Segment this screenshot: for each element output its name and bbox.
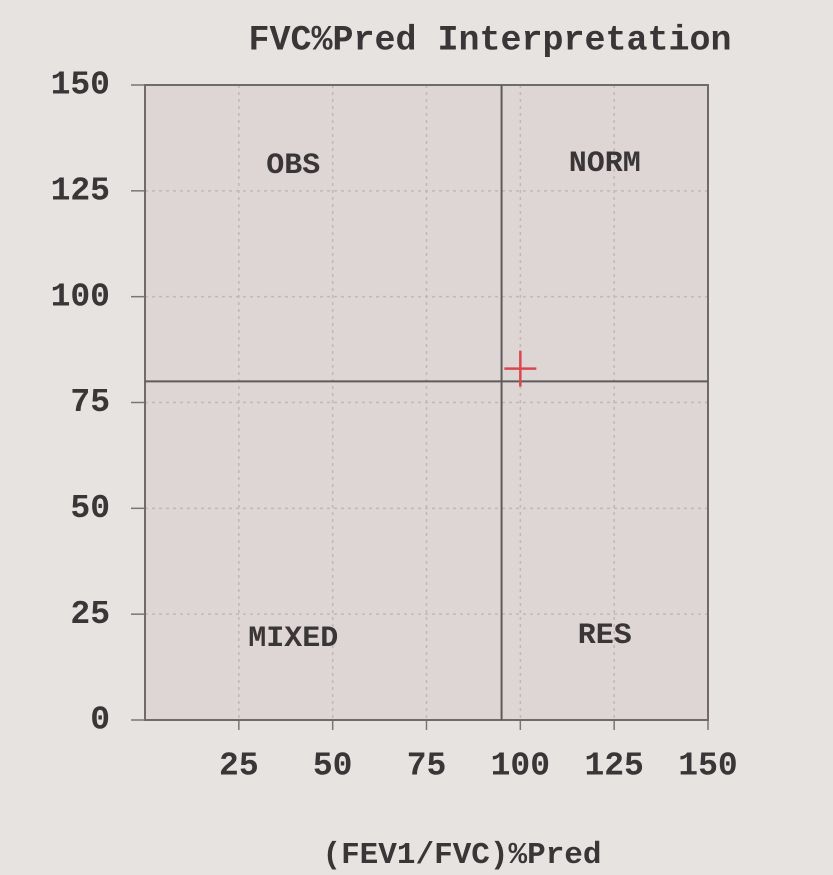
y-tick-label: 0 — [90, 702, 110, 739]
x-axis-label: (FEV1/FVC)%Pred — [322, 838, 601, 873]
x-tick-label: 25 — [219, 748, 259, 785]
x-tick-label: 100 — [491, 748, 550, 785]
plot-border — [144, 84, 709, 721]
quadrant-label: OBS — [266, 149, 320, 183]
x-tick-label: 50 — [313, 748, 353, 785]
x-tick-label: 150 — [678, 748, 737, 785]
quadrant-label: MIXED — [248, 622, 338, 656]
y-tick-label: 75 — [70, 384, 110, 421]
y-tick-label: 150 — [51, 67, 110, 104]
quadrant-label: NORM — [569, 147, 641, 181]
y-tick-label: 50 — [70, 490, 110, 527]
y-tick-label: 100 — [51, 278, 110, 315]
y-tick-label: 25 — [70, 596, 110, 633]
x-tick-label: 125 — [584, 748, 643, 785]
quadrant-label: RES — [578, 619, 632, 653]
x-tick-label: 75 — [407, 748, 447, 785]
chart-title: FVC%Pred Interpretation — [248, 20, 731, 60]
data-point — [504, 350, 537, 387]
y-tick-label: 125 — [51, 173, 110, 210]
